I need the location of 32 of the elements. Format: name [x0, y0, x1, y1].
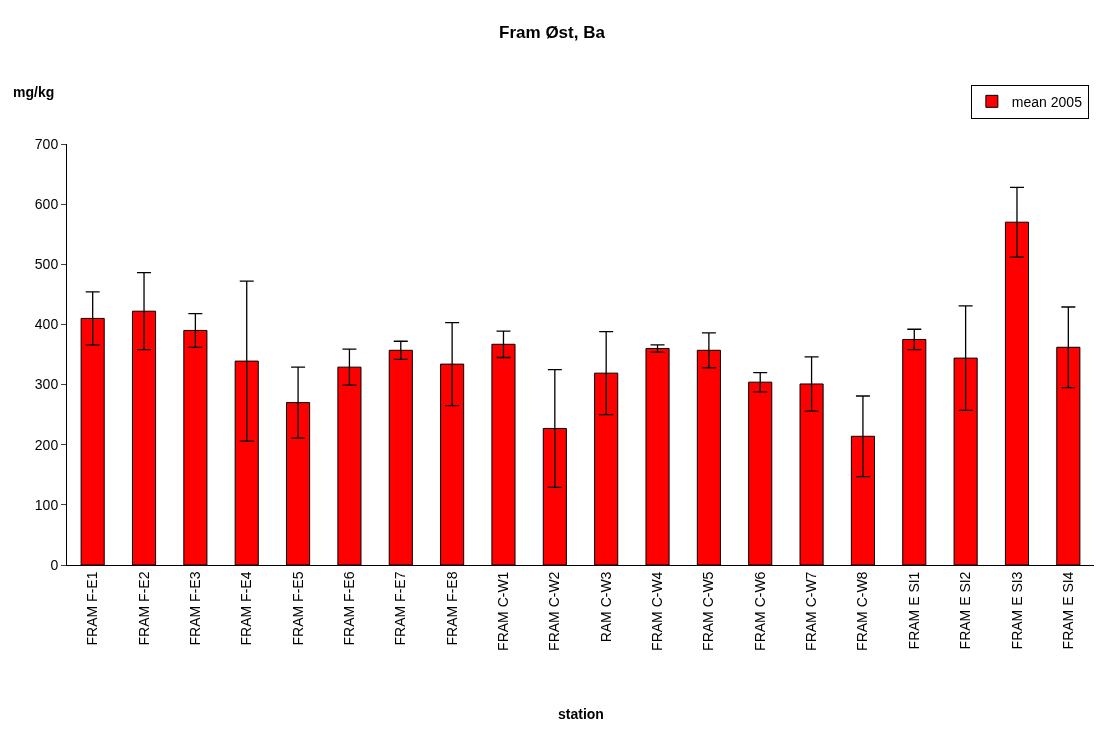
x-tick-label: FRAM E SI4 [1059, 571, 1076, 650]
y-tick-label: 0 [50, 556, 59, 573]
x-tick-label: FRAM C-W1 [495, 571, 512, 651]
y-tick-label: 200 [34, 436, 59, 453]
x-tick-label: FRAM C-W8 [854, 571, 871, 651]
y-tick-label: 100 [34, 496, 59, 513]
x-tick-label: FRAM E SI1 [905, 571, 922, 650]
y-tick-label: 300 [34, 376, 59, 393]
x-tick-label: FRAM E SI3 [1008, 571, 1025, 650]
x-tick-label: FRAM F-E7 [392, 571, 409, 646]
x-tick-label: FRAM C-W7 [803, 571, 820, 651]
x-tick-label: FRAM C-W4 [649, 571, 666, 651]
x-tick-label: FRAM F-E8 [443, 571, 460, 646]
x-tick-label: FRAM E SI2 [957, 571, 974, 650]
x-tick-label: FRAM F-E4 [238, 571, 255, 646]
legend-label: mean 2005 [1011, 93, 1083, 110]
x-tick-label: FRAM F-E1 [84, 571, 101, 646]
chart-title: Fram Øst, Ba [499, 22, 606, 42]
x-tick-label: RAM C-W3 [597, 571, 614, 643]
y-axis-title: mg/kg [13, 84, 55, 100]
x-axis-title: station [558, 706, 604, 722]
x-tick-label: FRAM C-W6 [751, 571, 768, 651]
x-tick-label: FRAM F-E6 [340, 571, 357, 646]
y-tick-label: 700 [34, 135, 59, 152]
y-tick-label: 600 [34, 196, 59, 213]
x-tick-label: FRAM F-E5 [289, 571, 306, 646]
y-tick-label: 400 [34, 316, 59, 333]
x-tick-label: FRAM C-W5 [700, 571, 717, 651]
x-tick-label: FRAM C-W2 [546, 571, 563, 651]
x-tick-label: FRAM F-E2 [135, 571, 152, 646]
x-tick-label: FRAM F-E3 [186, 571, 203, 646]
y-tick-label: 500 [34, 256, 59, 273]
